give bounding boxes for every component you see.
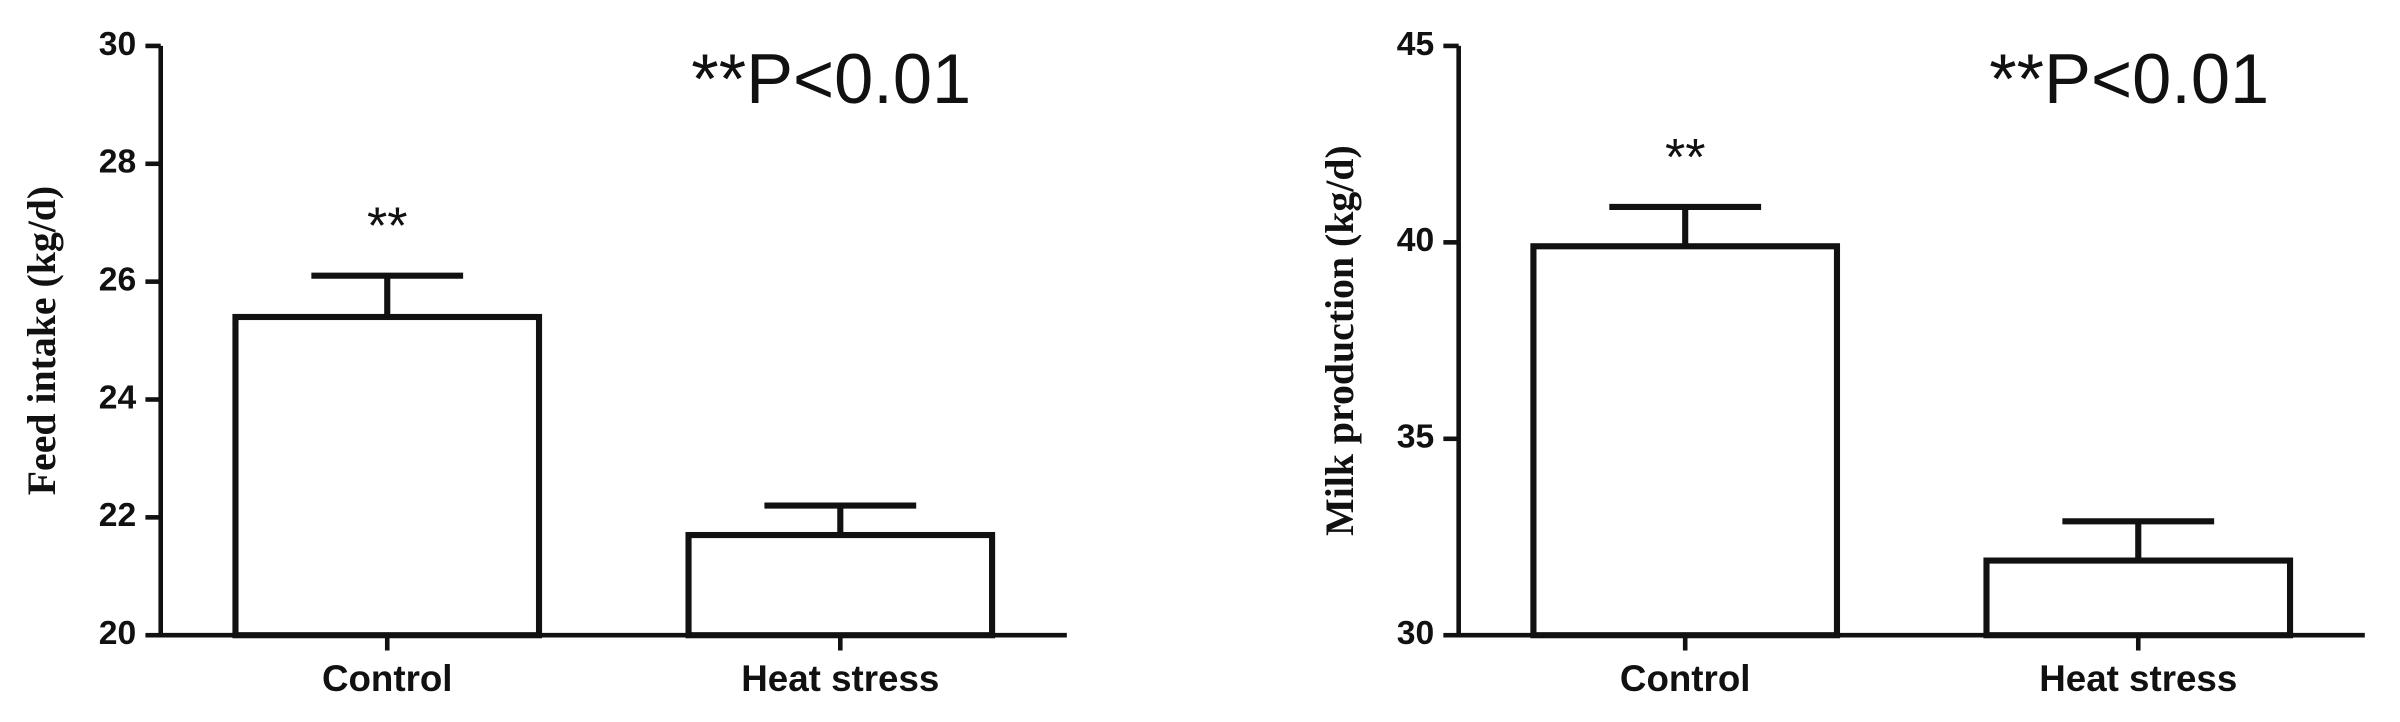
bar — [685, 531, 996, 639]
annotation: **P<0.01 — [691, 39, 971, 118]
significance-label: ** — [1665, 129, 1705, 187]
x-tick-label: Control — [322, 658, 453, 699]
y-tick-label: 22 — [99, 497, 136, 534]
annotation: **P<0.01 — [1989, 39, 2269, 118]
y-tick-label: 20 — [99, 615, 136, 652]
bar — [232, 313, 543, 639]
y-tick-label: 26 — [99, 262, 136, 299]
x-tick-label: Heat stress — [741, 658, 939, 699]
y-tick-label: 40 — [1397, 222, 1434, 259]
y-tick-label: 35 — [1397, 419, 1434, 456]
y-tick-label: 30 — [1397, 615, 1434, 652]
significance-label: ** — [367, 198, 407, 256]
y-tick-label: 30 — [99, 26, 136, 63]
y-tick-label: 28 — [99, 144, 136, 181]
y-tick-label: 24 — [99, 379, 137, 416]
y-tick-label: 45 — [1397, 26, 1434, 63]
x-tick-label: Control — [1620, 658, 1751, 699]
bar — [1530, 243, 1841, 639]
y-axis-label: Feed intake (kg/d) — [20, 186, 64, 495]
bar — [1983, 557, 2294, 639]
y-axis-label: Milk production (kg/d) — [1318, 145, 1362, 536]
x-tick-label: Heat stress — [2039, 658, 2237, 699]
